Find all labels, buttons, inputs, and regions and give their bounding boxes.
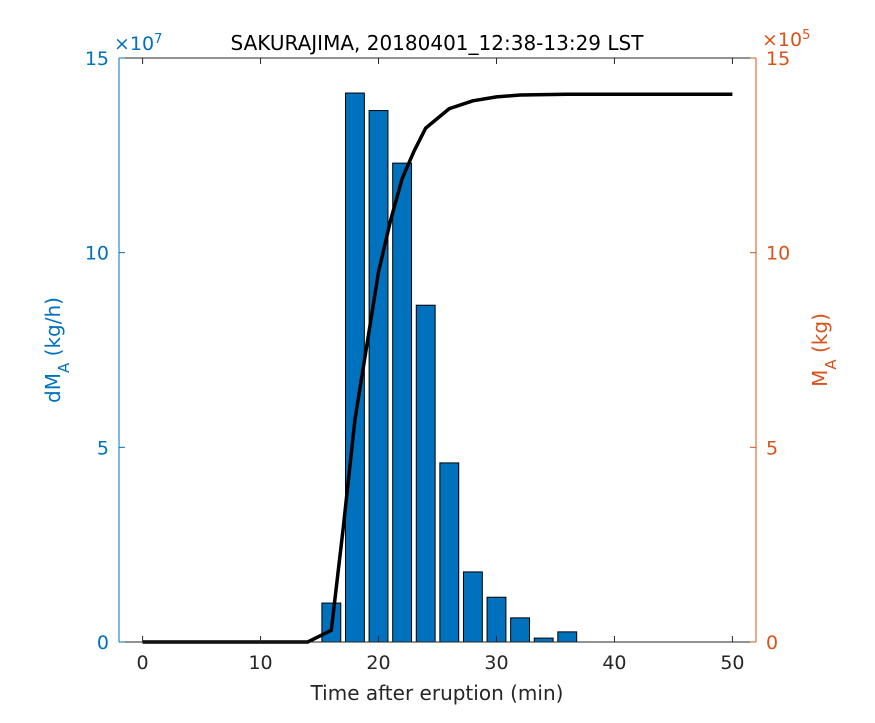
x-axis-label: Time after eruption (min) [310, 681, 564, 705]
chart-title: SAKURAJIMA, 20180401_12:38-13:29 LST [231, 31, 645, 55]
line-layer [142, 92, 733, 644]
y-axis-label-left: dMA (kg/h) [41, 297, 73, 403]
y-tick-label-left: 10 [85, 243, 109, 265]
y-tick-label-left: 0 [97, 632, 109, 654]
axes-layer: 0 10 20 30 40 50 0 5 10 15 0 5 10 15 [85, 48, 790, 674]
bar [368, 110, 389, 643]
left-exponent-label: ×107 [114, 32, 162, 56]
bar [486, 596, 507, 643]
bar [557, 631, 578, 643]
cumulative-line [142, 92, 733, 644]
bar [415, 304, 436, 643]
y-tick-label-right: 10 [766, 243, 790, 265]
bar [439, 462, 460, 643]
x-tick-label: 50 [720, 652, 744, 674]
bar [392, 162, 413, 643]
y-axis-label-right: MA (kg) [808, 313, 840, 387]
x-tick-label: 30 [484, 652, 508, 674]
x-tick-label: 20 [366, 652, 390, 674]
y-tick-label-right: 0 [766, 632, 778, 654]
y-tick-label-left: 15 [85, 48, 109, 70]
x-tick-label: 10 [248, 652, 272, 674]
bar [533, 637, 554, 643]
y-tick-label-right: 5 [766, 437, 778, 459]
bar [510, 617, 531, 643]
bar [462, 571, 483, 643]
y-tick-label-left: 5 [97, 437, 109, 459]
y-tick-label-right: 15 [766, 48, 790, 70]
right-exponent-label: ×105 [762, 28, 810, 52]
x-tick-label: 40 [602, 652, 626, 674]
x-tick-label: 0 [137, 652, 149, 674]
plot-area [119, 58, 756, 642]
